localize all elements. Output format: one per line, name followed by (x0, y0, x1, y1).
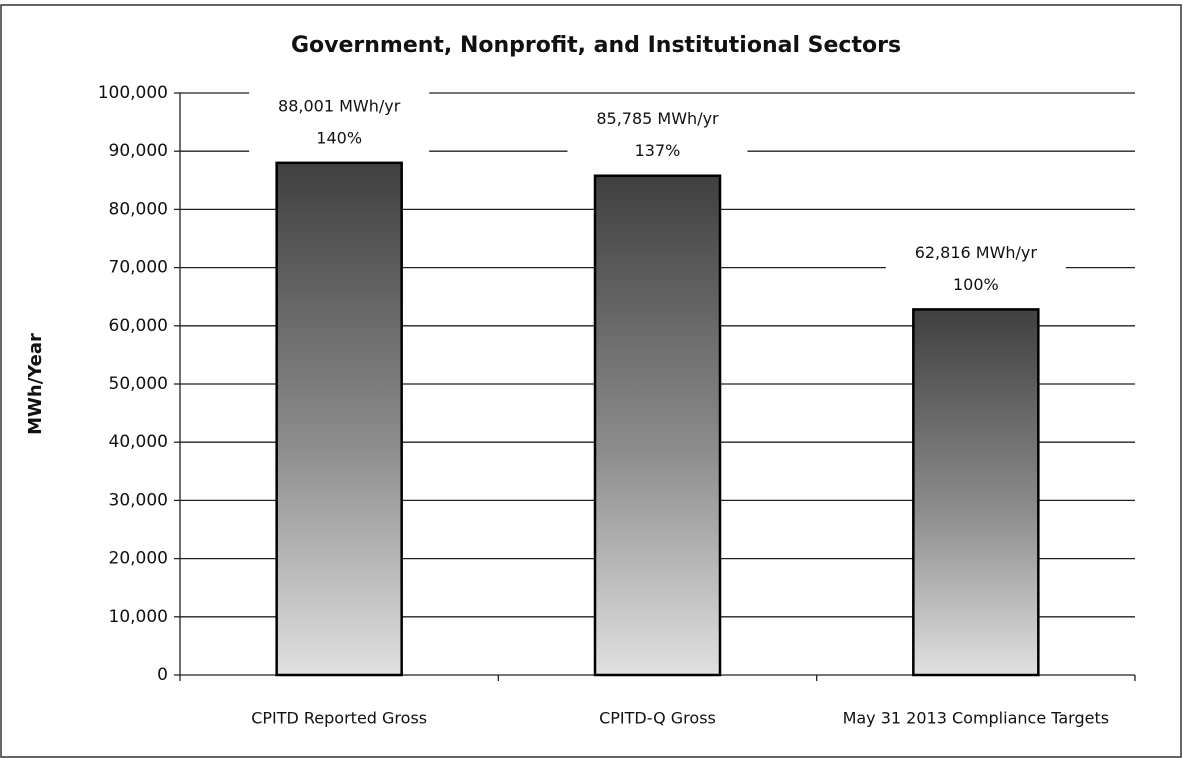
percent-label: 100% (953, 275, 999, 294)
y-tick-label: 40,000 (109, 432, 168, 452)
data-label: 85,785 MWh/yr (596, 109, 719, 128)
x-tick-label: CPITD Reported Gross (251, 709, 427, 728)
y-tick-label: 0 (157, 665, 168, 685)
y-tick-label: 90,000 (109, 141, 168, 161)
y-tick-label: 100,000 (98, 83, 168, 103)
y-tick-label: 20,000 (109, 549, 168, 569)
label-bg (885, 237, 1066, 302)
data-label: 62,816 MWh/yr (915, 243, 1038, 262)
label-bg (249, 90, 430, 155)
bar (593, 174, 722, 677)
x-tick-label: CPITD-Q Gross (599, 709, 716, 728)
chart-title: Government, Nonprofit, and Institutional… (291, 33, 901, 58)
y-tick-label: 70,000 (109, 258, 168, 278)
label-bg (567, 103, 748, 168)
bar (912, 308, 1040, 677)
bar (275, 161, 403, 677)
percent-label: 140% (316, 128, 362, 147)
percent-label: 137% (635, 141, 681, 160)
y-tick-label: 50,000 (109, 374, 168, 394)
x-tick-label: May 31 2013 Compliance Targets (843, 709, 1110, 728)
y-tick-label: 10,000 (109, 607, 168, 627)
y-tick-label: 30,000 (109, 490, 168, 510)
y-tick-label: 60,000 (109, 316, 168, 336)
y-tick-label: 80,000 (109, 199, 168, 219)
y-axis-label: MWh/Year (25, 333, 46, 435)
data-label: 88,001 MWh/yr (278, 96, 401, 115)
